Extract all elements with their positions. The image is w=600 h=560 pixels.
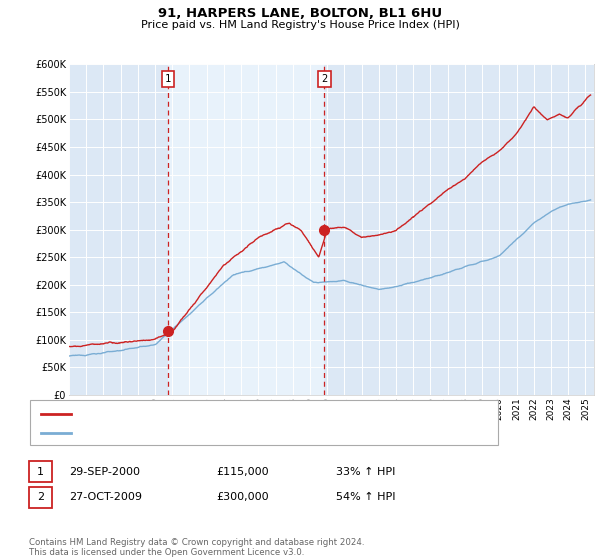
Text: 33% ↑ HPI: 33% ↑ HPI (336, 466, 395, 477)
Text: 1: 1 (165, 74, 171, 84)
Text: 91, HARPERS LANE, BOLTON, BL1 6HU: 91, HARPERS LANE, BOLTON, BL1 6HU (158, 7, 442, 20)
Text: 29-SEP-2000: 29-SEP-2000 (69, 466, 140, 477)
Text: 27-OCT-2009: 27-OCT-2009 (69, 492, 142, 502)
Text: 91, HARPERS LANE, BOLTON, BL1 6HU (detached house): 91, HARPERS LANE, BOLTON, BL1 6HU (detac… (78, 409, 371, 419)
Text: 2: 2 (37, 492, 44, 502)
Text: 2: 2 (321, 74, 328, 84)
Text: 1: 1 (37, 466, 44, 477)
Text: Contains HM Land Registry data © Crown copyright and database right 2024.
This d: Contains HM Land Registry data © Crown c… (29, 538, 364, 557)
Text: £115,000: £115,000 (216, 466, 269, 477)
Text: 54% ↑ HPI: 54% ↑ HPI (336, 492, 395, 502)
Text: £300,000: £300,000 (216, 492, 269, 502)
Bar (168, 64, 324, 395)
Text: HPI: Average price, detached house, Bolton: HPI: Average price, detached house, Bolt… (78, 428, 305, 438)
Text: Price paid vs. HM Land Registry's House Price Index (HPI): Price paid vs. HM Land Registry's House … (140, 20, 460, 30)
